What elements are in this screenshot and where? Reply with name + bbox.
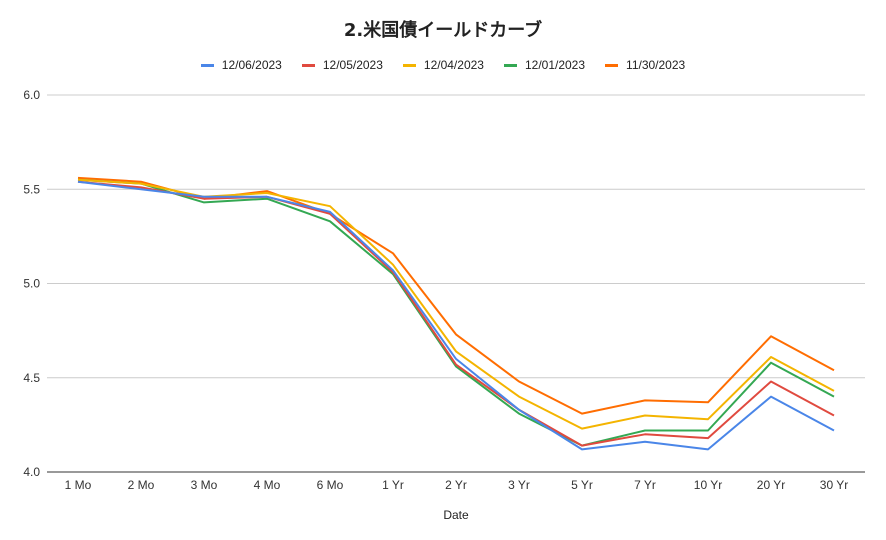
gridlines: [47, 94, 865, 473]
series-lines: [77, 176, 835, 451]
x-axis-ticks: 1 Mo 2 Mo 3 Mo 4 Mo 6 Mo 1 Yr 2 Yr 3 Yr 5 Yr 7 Yr…: [65, 478, 849, 492]
y-tick-label: 4.5: [23, 371, 40, 385]
y-tick-label: 5.0: [23, 277, 40, 291]
x-tick-label: 3 Yr: [508, 478, 530, 492]
legend-swatch-4: [503, 63, 517, 67]
y-tick-label: 5.5: [23, 182, 40, 196]
legend-label-1: 12/06/2023: [221, 58, 282, 72]
x-axis-title: Date: [443, 508, 469, 522]
legend-item-3[interactable]: 12/04/2023: [402, 58, 484, 72]
series-line-3[interactable]: [77, 178, 835, 430]
legend-item-5[interactable]: 11/30/2023: [605, 58, 685, 72]
x-tick-label: 2 Yr: [445, 478, 467, 492]
x-tick-label: 7 Yr: [634, 478, 656, 492]
x-tick-label: 4 Mo: [254, 478, 281, 492]
legend-item-2[interactable]: 12/05/2023: [301, 58, 383, 72]
legend-item-1[interactable]: 12/06/2023: [200, 58, 282, 72]
legend-swatch-2: [301, 63, 315, 67]
x-tick-label: 5 Yr: [571, 478, 593, 492]
x-tick-label: 30 Yr: [820, 478, 848, 492]
chart-title: 2.米国債イールドカーブ: [343, 20, 543, 41]
legend-label-5: 11/30/2023: [626, 58, 686, 72]
x-tick-label: 3 Mo: [191, 478, 218, 492]
x-tick-label: 1 Mo: [65, 478, 92, 492]
legend-label-2: 12/05/2023: [322, 58, 383, 72]
x-tick-label: 20 Yr: [757, 478, 785, 492]
series-line-4[interactable]: [77, 178, 835, 447]
x-tick-label: 2 Mo: [128, 478, 155, 492]
y-axis-ticks: 4.0 4.5 5.0 5.5 6.0: [23, 88, 40, 479]
legend-swatch-1: [200, 63, 214, 67]
legend: 12/06/2023 12/05/2023 12/04/2023 12/01/2…: [0, 58, 886, 72]
y-tick-label: 6.0: [23, 88, 40, 102]
x-tick-label: 1 Yr: [382, 478, 404, 492]
x-tick-label: 10 Yr: [694, 478, 722, 492]
legend-swatch-5: [605, 63, 619, 67]
legend-label-4: 12/01/2023: [524, 58, 586, 72]
series-line-2[interactable]: [77, 180, 835, 447]
legend-item-4[interactable]: 12/01/2023: [503, 58, 586, 72]
series-line-1[interactable]: [77, 180, 835, 451]
x-tick-label: 6 Mo: [317, 478, 344, 492]
legend-label-3: 12/04/2023: [423, 58, 484, 72]
y-tick-label: 4.0: [23, 465, 40, 479]
legend-swatch-3: [402, 63, 416, 67]
